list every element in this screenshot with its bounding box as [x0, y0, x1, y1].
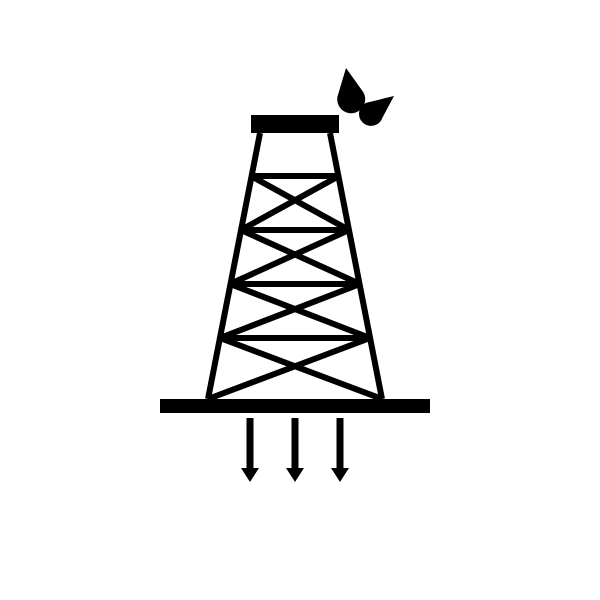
oil-derrick-drilling-icon: [0, 0, 600, 600]
icon-container: [0, 0, 600, 600]
